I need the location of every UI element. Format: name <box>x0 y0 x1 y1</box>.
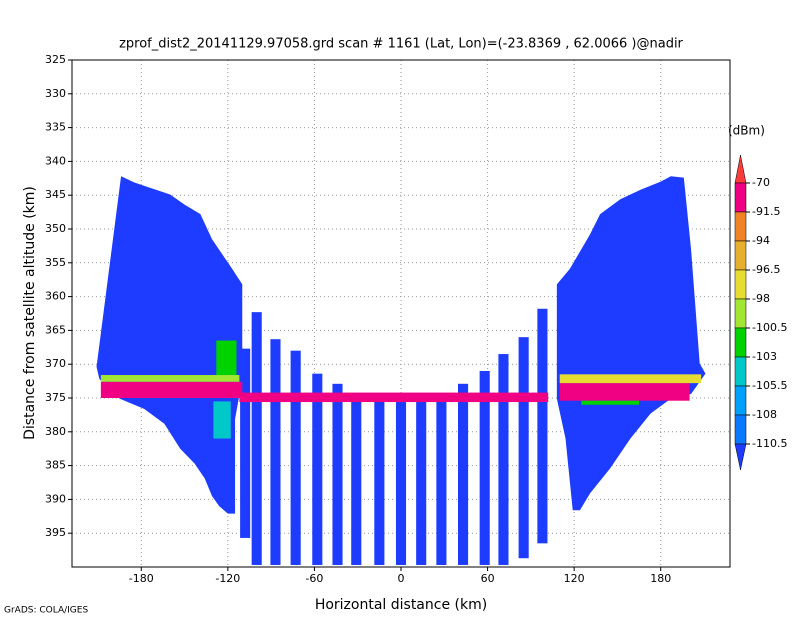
colorbar-box <box>734 356 747 387</box>
y-tick-label: 375 <box>45 391 66 404</box>
colorbar-box <box>734 414 747 445</box>
swath-stripe <box>457 383 469 565</box>
echo-feature <box>213 401 231 439</box>
echo-feature <box>216 340 237 376</box>
swath-stripe <box>416 400 427 565</box>
swath-stripe <box>290 350 301 565</box>
swath-stripe <box>518 337 529 559</box>
chart-title: zprof_dist2_20141129.97058.grd scan # 11… <box>119 37 683 52</box>
colorbar-unit: (dBm) <box>728 124 765 138</box>
y-tick-label: 350 <box>45 222 66 235</box>
colorbar-label: -103 <box>752 350 777 363</box>
colorbar-box <box>734 240 747 271</box>
x-tick-label: -120 <box>215 572 240 585</box>
y-axis-label: Distance from satellite altitude (km) <box>22 186 38 440</box>
y-tick-label: 330 <box>45 87 66 100</box>
colorbar-box <box>734 327 747 358</box>
y-tick-label: 360 <box>45 290 66 303</box>
swath-stripe <box>351 393 362 565</box>
y-tick-label: 370 <box>45 357 66 370</box>
echo-feature <box>100 375 240 382</box>
x-axis-label: Horizontal distance (km) <box>315 597 487 613</box>
colorbar-label: -100.5 <box>752 321 787 334</box>
swath-stripe <box>332 383 343 565</box>
y-tick-label: 380 <box>45 425 66 438</box>
x-tick-label: -180 <box>129 572 154 585</box>
colorbar-label: -70 <box>752 176 770 189</box>
y-tick-label: 390 <box>45 492 66 505</box>
colorbar-label: -96.5 <box>752 263 780 276</box>
echo-feature <box>559 374 702 384</box>
swath-stripe <box>270 339 281 565</box>
y-tick-label: 395 <box>45 526 66 539</box>
colorbar-label: -108 <box>752 408 777 421</box>
swath-stripe <box>374 400 385 565</box>
colorbar-label: -91.5 <box>752 205 780 218</box>
y-tick-label: 355 <box>45 256 66 269</box>
colorbar-box <box>734 298 747 329</box>
colorbar-box <box>734 385 747 416</box>
y-tick-label: 365 <box>45 323 66 336</box>
colorbar-cap <box>734 443 747 471</box>
x-tick-label: 180 <box>650 572 671 585</box>
colorbar-label: -105.5 <box>752 379 787 392</box>
swath-stripe <box>312 373 323 565</box>
colorbar-label: -98 <box>752 292 770 305</box>
y-tick-label: 345 <box>45 188 66 201</box>
x-tick-label: -60 <box>305 572 323 585</box>
swath-fan <box>556 176 706 511</box>
plot-frame <box>71 59 731 568</box>
x-tick-label: 120 <box>564 572 585 585</box>
echo-feature <box>581 400 640 405</box>
colorbar-box <box>734 269 747 300</box>
y-tick-label: 335 <box>45 121 66 134</box>
y-tick-label: 340 <box>45 154 66 167</box>
y-tick-label: 385 <box>45 459 66 472</box>
colorbar-box <box>734 211 747 242</box>
swath-stripe <box>251 312 262 565</box>
y-tick-label: 325 <box>45 53 66 66</box>
colorbar-box <box>734 182 747 213</box>
x-tick-label: 0 <box>398 572 405 585</box>
echo-feature <box>559 383 690 401</box>
echo-feature <box>239 392 549 403</box>
colorbar-label: -94 <box>752 234 770 247</box>
swath-stripe <box>240 348 251 538</box>
swath-stripe <box>479 370 490 565</box>
swath-stripe <box>498 354 509 565</box>
colorbar-label: -110.5 <box>752 437 787 450</box>
echo-feature <box>100 381 243 398</box>
swath-stripe <box>436 396 447 565</box>
footer: GrADS: COLA/IGES <box>4 606 88 616</box>
swath-stripe <box>395 400 407 565</box>
x-tick-label: 60 <box>481 572 495 585</box>
swath-stripe <box>537 308 548 544</box>
swath-fan <box>96 176 243 514</box>
